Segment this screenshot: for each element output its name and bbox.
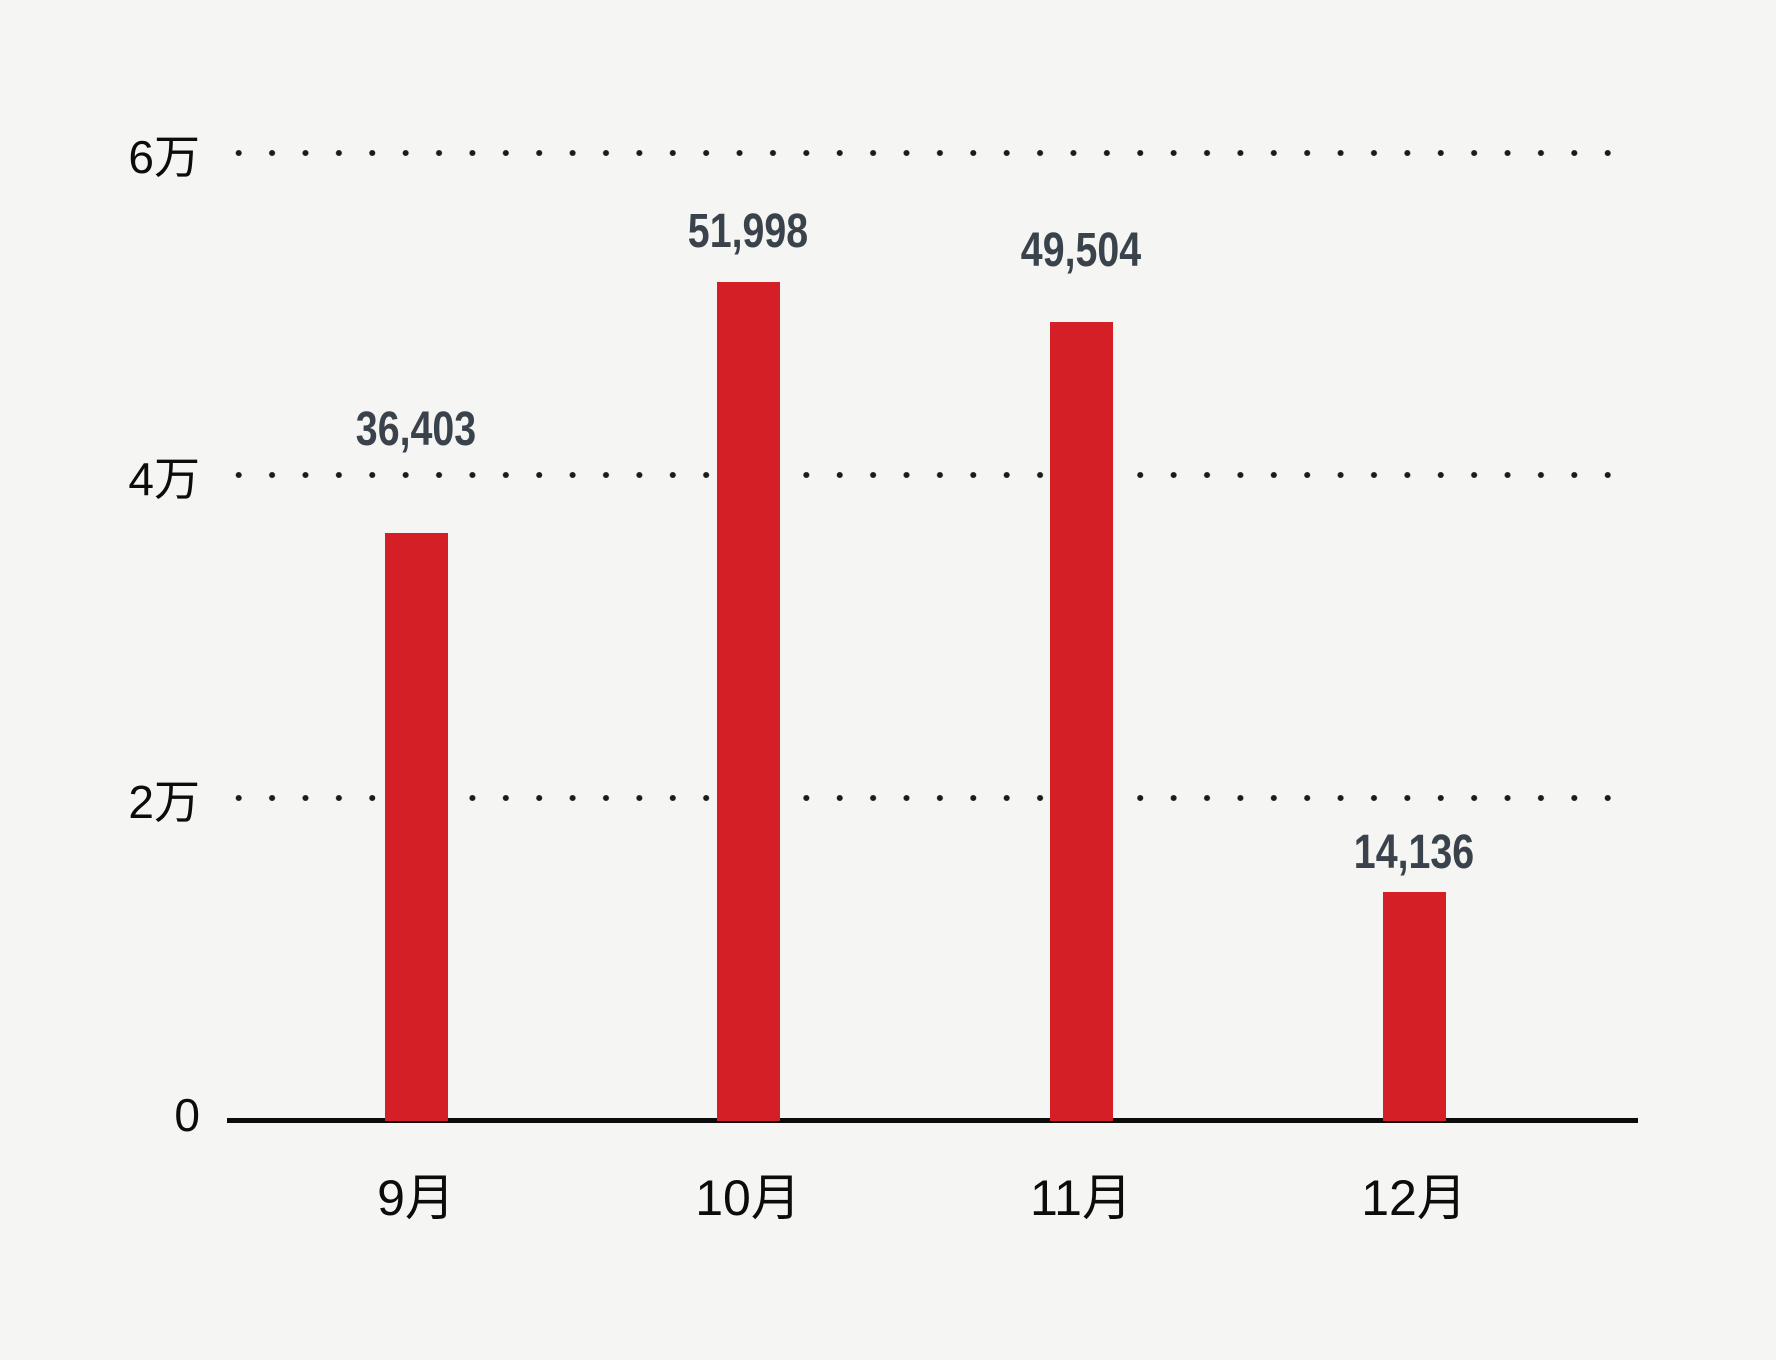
bar-10月 [716, 281, 780, 1121]
y-tick-label: 6万 [128, 131, 200, 183]
y-tick-label: 4万 [128, 453, 200, 506]
x-tick-label-12月: 12月 [1361, 1170, 1467, 1226]
bar-11月 [1049, 322, 1113, 1121]
gridline-6万 [222, 150, 1636, 156]
bar-9月 [384, 533, 448, 1121]
x-tick-label-10月: 10月 [695, 1170, 801, 1226]
y-tick-label: 2万 [128, 775, 200, 828]
gridline-2万 [222, 794, 1636, 801]
x-axis-line [227, 1118, 1638, 1123]
value-label: 14,136 [1353, 826, 1475, 880]
gridline-4万 [222, 472, 1636, 479]
y-tick-label: 0 [174, 1089, 200, 1141]
value-label: 36,403 [355, 403, 477, 457]
bar-12月 [1382, 892, 1446, 1121]
x-tick-label-9月: 9月 [377, 1170, 455, 1226]
value-label: 49,504 [1020, 224, 1142, 278]
x-tick-label-11月: 11月 [1030, 1170, 1132, 1226]
value-label: 51,998 [687, 204, 809, 258]
